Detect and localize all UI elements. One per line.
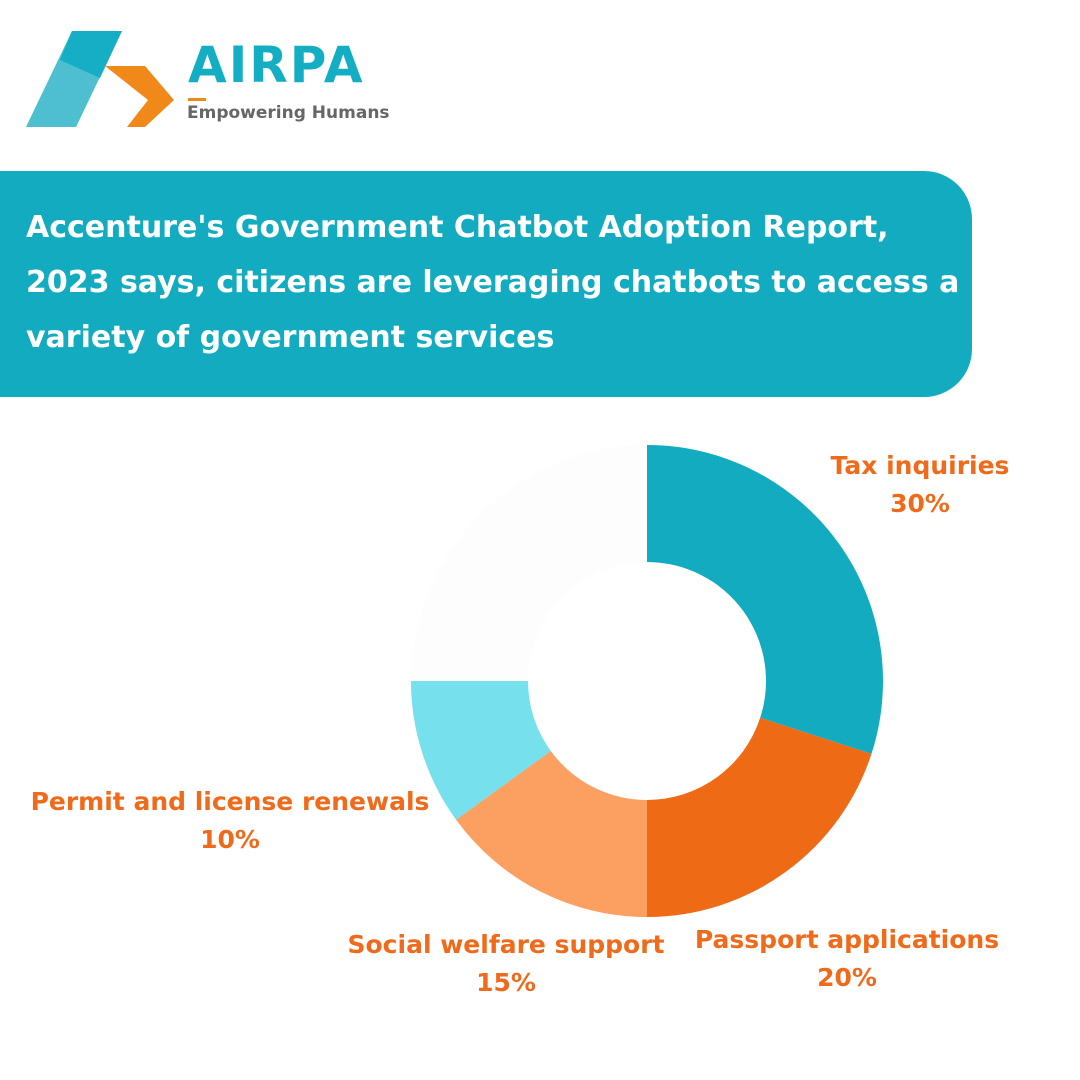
- label-value: 15%: [476, 968, 536, 997]
- label-name: Tax inquiries: [830, 451, 1010, 480]
- donut-segment-permit-and-license-renewals: [411, 681, 551, 820]
- donut-segment-social-welfare-support: [456, 750, 647, 917]
- banner-text: Accenture's Government Chatbot Adoption …: [26, 210, 960, 355]
- label-permit-license-renewals: Permit and license renewals 10%: [31, 783, 430, 859]
- label-passport-applications: Passport applications 20%: [695, 921, 999, 997]
- label-social-welfare-support: Social welfare support 15%: [348, 926, 665, 1002]
- banner: [0, 171, 972, 397]
- label-name: Social welfare support: [347, 930, 665, 959]
- donut-segment-passport-applications: [647, 717, 872, 917]
- label-value: 10%: [200, 825, 260, 854]
- label-value: 30%: [890, 489, 950, 518]
- label-value: 20%: [817, 963, 877, 992]
- label-tax-inquiries: Tax inquiries 30%: [831, 447, 1010, 523]
- logo-mark-icon: [26, 31, 174, 127]
- label-name: Permit and license renewals: [30, 787, 430, 816]
- brand-underline: [188, 98, 206, 101]
- donut-segment-tax-inquiries: [647, 445, 883, 754]
- tagline: Empowering Humans: [187, 103, 390, 123]
- donut-segment-remainder: [411, 445, 647, 681]
- brand-name: AIRPA: [188, 36, 365, 94]
- label-name: Passport applications: [694, 925, 1000, 954]
